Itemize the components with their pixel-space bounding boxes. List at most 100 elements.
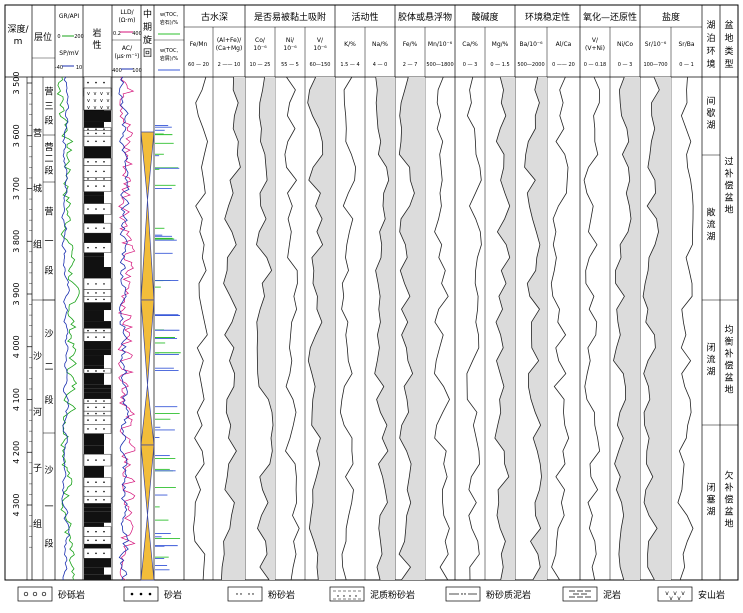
member-label: 营	[44, 141, 53, 153]
member-label: 段	[44, 537, 53, 549]
basin-type-label: 盆	[724, 372, 733, 384]
mudstone-layer	[84, 392, 111, 399]
mudstone-layer	[84, 110, 111, 122]
depth-header: 深度/	[7, 23, 29, 35]
depth-label: 3 500	[12, 72, 21, 95]
sand-dot	[103, 499, 105, 501]
sand-dot	[87, 185, 89, 187]
formation-label: 子	[33, 463, 42, 474]
sand-dot	[95, 298, 97, 301]
silt-mark	[337, 595, 339, 597]
mudstone-layer	[84, 445, 104, 455]
shaded-area	[613, 77, 640, 580]
geochem-curve	[339, 76, 357, 581]
mudstone-layer	[84, 507, 111, 512]
sand-dot	[87, 283, 89, 285]
sand-dot	[103, 128, 105, 130]
subcolumn-label: Fe/%	[403, 41, 418, 48]
basin-type-label: 偿	[724, 494, 733, 506]
subcolumn-label: V/	[317, 37, 324, 44]
silt-mark	[252, 593, 254, 595]
subcolumn-label: V/	[592, 37, 599, 44]
silt-mark	[248, 593, 250, 595]
sp-scale-min: -40	[55, 65, 63, 71]
cycle-header: 期	[143, 22, 152, 33]
sand-dot	[87, 246, 89, 249]
sand-dot	[95, 428, 97, 430]
sand-dot	[103, 400, 105, 402]
sand-dot	[87, 81, 89, 84]
lithology-header: 性	[92, 39, 101, 51]
basin-type-label: 盆	[724, 506, 733, 518]
sandstone-layer	[83, 453, 112, 467]
sand-dot	[103, 298, 105, 301]
sand-dot	[103, 160, 105, 163]
ac-curve	[118, 76, 130, 581]
sand-dot	[103, 81, 105, 84]
mudstone-layer	[84, 355, 104, 366]
sand-dot	[95, 292, 97, 294]
group-title: 盐度	[662, 11, 680, 23]
sand-dot	[87, 412, 89, 415]
geochem-curve	[374, 76, 390, 581]
sand-dot	[87, 459, 89, 461]
sand-dot	[95, 412, 97, 415]
shaded-area	[399, 77, 425, 580]
basin-type-label: 偿	[724, 360, 733, 372]
subcolumn-label: Sr/Ba	[678, 41, 694, 48]
mudstone-layer	[84, 574, 111, 580]
geochem-curve	[613, 76, 632, 581]
group-title: 氧化—还原性	[583, 11, 637, 23]
sand-dot	[95, 499, 97, 501]
geochem-curve	[494, 76, 511, 581]
shaded-curve-areas	[221, 77, 671, 580]
basin-type-header: 类	[724, 45, 733, 57]
toc-rock-header: 岩石)/%	[160, 19, 179, 26]
subcolumn-scale: 0 — 3	[463, 62, 478, 68]
legend-swatch	[657, 586, 693, 602]
subcolumn-label: Ca/%	[462, 41, 478, 48]
sand-dot	[103, 419, 105, 421]
member-label: 一	[44, 237, 53, 247]
subcolumn-scale: 55 — 5	[281, 62, 299, 68]
mudstone-layer	[84, 522, 104, 527]
sand-dot	[87, 336, 89, 338]
mudstone-layer	[84, 121, 104, 128]
basin-type-label: 偿	[724, 180, 733, 192]
sand-dot	[87, 178, 89, 180]
member-label: 段	[44, 164, 53, 176]
sand-dot	[87, 329, 89, 332]
lake-env-label: 间	[706, 95, 715, 107]
subcolumn-label: Fe/Mn	[190, 41, 208, 48]
basin-type-label: 盆	[724, 192, 733, 204]
sand-dot	[87, 419, 89, 421]
sand-dot	[103, 481, 105, 484]
sand-dot	[95, 419, 97, 421]
subcolumn-scale: 0 — 3	[618, 62, 633, 68]
legend-swatch	[17, 586, 53, 602]
basin-type-label: 补	[724, 348, 733, 360]
retrogradational-triangle	[140, 299, 155, 386]
silt-mark	[343, 595, 345, 597]
andesite-mark: v	[94, 91, 97, 97]
sand-dot	[95, 128, 97, 130]
mudstone-layer	[84, 256, 104, 268]
shaded-area	[256, 77, 275, 580]
lld-curve	[117, 76, 136, 581]
subcolumn-label: Al/Ca	[556, 41, 572, 48]
geochem-curve	[466, 76, 482, 581]
andesite-mark: v	[665, 590, 669, 597]
sand-dot	[95, 227, 97, 229]
ac-scale-max: 100	[132, 68, 142, 74]
sand-dot	[103, 370, 105, 372]
gravel-mark	[41, 591, 47, 597]
member-label: 二	[44, 363, 53, 373]
basin-type-label: 欠	[724, 470, 733, 482]
shaded-area	[494, 77, 515, 580]
mudstone-layer	[84, 544, 111, 549]
legend-label: 泥岩	[603, 589, 621, 601]
shaded-area	[374, 77, 395, 580]
progradational-triangle	[140, 514, 155, 581]
lake-env-label: 闭	[706, 482, 715, 494]
